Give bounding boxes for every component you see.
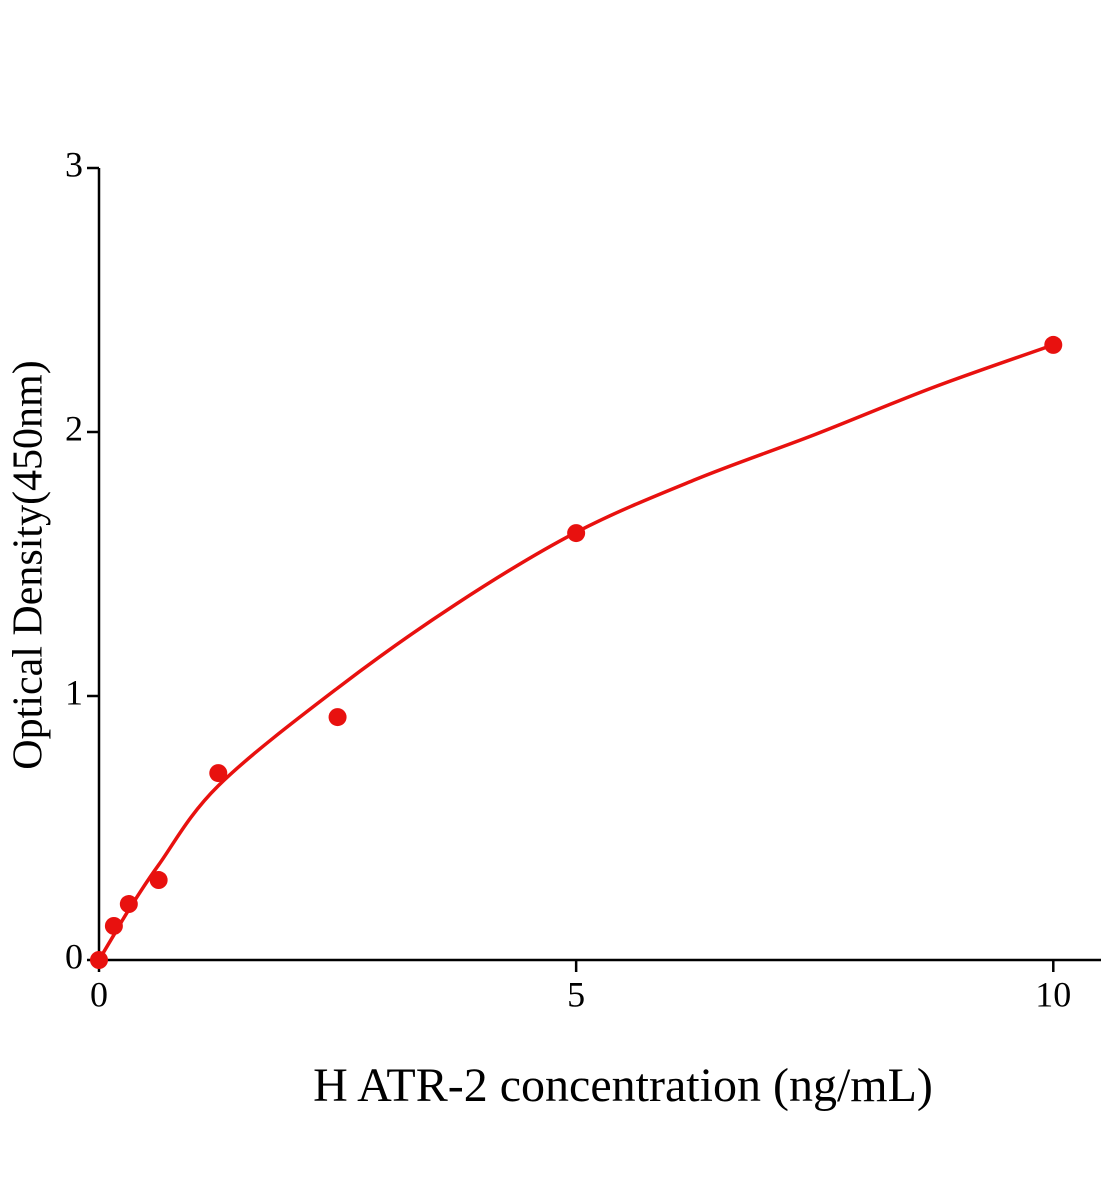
data-point (209, 764, 228, 783)
data-point (149, 871, 168, 890)
x-tick-label: 0 (90, 974, 108, 1014)
data-point (119, 895, 138, 914)
fit-curve (97, 343, 1054, 961)
y-tick-label: 1 (65, 672, 83, 712)
x-tick-label: 10 (1035, 974, 1071, 1014)
x-axis-label: H ATR-2 concentration (ng/mL) (313, 1059, 933, 1112)
data-point (104, 916, 123, 935)
y-tick-label: 3 (65, 144, 83, 184)
data-point (328, 708, 347, 727)
data-point (90, 951, 108, 969)
y-tick-label: 2 (65, 408, 83, 448)
y-axis-label: Optical Density(450nm) (6, 360, 52, 769)
x-tick-label: 5 (567, 974, 585, 1014)
data-point (1044, 335, 1063, 354)
y-tick-label: 0 (65, 936, 83, 976)
data-point (567, 524, 586, 543)
